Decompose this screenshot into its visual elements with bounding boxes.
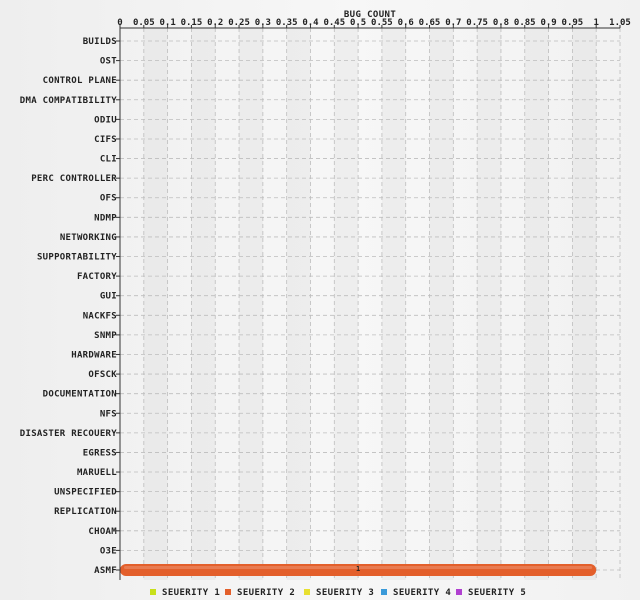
category-label: GUI [100, 292, 117, 302]
x-tick-label: 0.55 [371, 18, 393, 28]
category-label: ASMF [94, 566, 117, 576]
category-label: ODIU [94, 115, 117, 125]
x-tick-label: 0.05 [133, 18, 155, 28]
grid-lines [120, 28, 621, 580]
x-tick-label: 0.1 [159, 18, 175, 28]
category-label: BUILDS [83, 37, 117, 47]
grid-band [143, 28, 168, 580]
category-label: DOCUMENTATION [43, 390, 117, 400]
x-tick-label: 1 [593, 18, 598, 28]
category-labels: BUILDS OST CONTROL PLANE DMA COMPATIBILITY O… [20, 37, 117, 576]
legend-label: SEUERITY 4 [393, 588, 451, 598]
x-tick-label: 0 [117, 18, 122, 28]
legend-label: SEUERITY 5 [468, 588, 526, 598]
category-label: CHOAM [88, 527, 117, 537]
category-label: UNSPECIFIED [54, 488, 117, 498]
category-label: HARDWARE [71, 350, 117, 360]
x-tick-label: 0.85 [514, 18, 536, 28]
grid-band [334, 28, 359, 580]
x-tick-label: 0.35 [276, 18, 298, 28]
category-label: NETWORKING [60, 233, 117, 243]
grid-band [524, 28, 549, 580]
legend-label: SEUERITY 2 [237, 588, 295, 598]
x-tick-label: 0.45 [323, 18, 345, 28]
x-tick-label: 0.25 [228, 18, 250, 28]
legend-swatch [456, 589, 462, 595]
category-label: DISASTER RECOUERY [20, 429, 117, 439]
x-tick-label: 0.3 [255, 18, 271, 28]
x-tick-label: 0.95 [562, 18, 584, 28]
category-label: OFSCK [88, 370, 117, 380]
legend-swatch [150, 589, 156, 595]
category-label: CONTROL PLANE [43, 76, 117, 86]
bar-highlight [124, 566, 593, 569]
axes [116, 25, 621, 580]
grid-band [191, 28, 216, 580]
grid-band [429, 28, 454, 580]
grid-band [381, 28, 406, 580]
category-label: FACTORY [77, 272, 117, 282]
x-tick-label: 0.9 [540, 18, 556, 28]
x-tick-label: 0.8 [493, 18, 509, 28]
bars [120, 564, 597, 576]
bar-segment [120, 564, 597, 576]
category-label: REPLICATION [54, 507, 117, 517]
category-label: DMA COMPATIBILITY [20, 96, 117, 106]
grid-band [286, 28, 311, 580]
legend-label: SEUERITY 1 [162, 588, 220, 598]
category-label: NDMP [94, 213, 117, 223]
x-tick-label: 0.2 [207, 18, 223, 28]
annotations: 1 [356, 565, 360, 573]
category-label: EGRESS [83, 448, 117, 458]
grid-bands [143, 28, 597, 580]
category-label: SNMP [94, 331, 117, 341]
x-tick-label: 0.65 [419, 18, 441, 28]
x-tick-label: 0.6 [398, 18, 414, 28]
category-label: PERC CONTROLLER [31, 174, 117, 184]
x-tick-label: 1.05 [609, 18, 631, 28]
category-label: O3E [100, 546, 117, 556]
x-tick-labels: 0 0.05 0.1 0.15 0.2 0.25 0.3 0.35 0.4 0.45 0.5 0.55… [117, 18, 631, 28]
category-label: OFS [100, 194, 117, 204]
category-label: SUPPORTABILITY [37, 253, 117, 263]
category-label: OST [100, 57, 117, 67]
bar-value-label: 1 [356, 565, 360, 573]
legend-label: SEUERITY 3 [316, 588, 374, 598]
x-tick-label: 0.4 [302, 18, 319, 28]
x-axis-title: BUG COUNT [344, 10, 397, 20]
legend-swatch [381, 589, 387, 595]
x-tick-label: 0.5 [350, 18, 366, 28]
grid-band [477, 28, 501, 580]
x-tick-label: 0.75 [466, 18, 488, 28]
x-tick-label: 0.7 [445, 18, 461, 28]
category-label: CIFS [94, 135, 117, 145]
category-label: MARUELL [77, 468, 117, 478]
grid-band [239, 28, 263, 580]
legend-swatch [225, 589, 231, 595]
category-label: CLI [100, 155, 117, 165]
legend-swatch [304, 589, 310, 595]
category-label: NACKFS [83, 311, 117, 321]
category-label: NFS [100, 409, 117, 419]
grid-band [572, 28, 597, 580]
legend: SEUERITY 1 SEUERITY 2 SEUERITY 3 SEUERITY 4… [150, 588, 526, 598]
x-tick-label: 0.15 [181, 18, 203, 28]
